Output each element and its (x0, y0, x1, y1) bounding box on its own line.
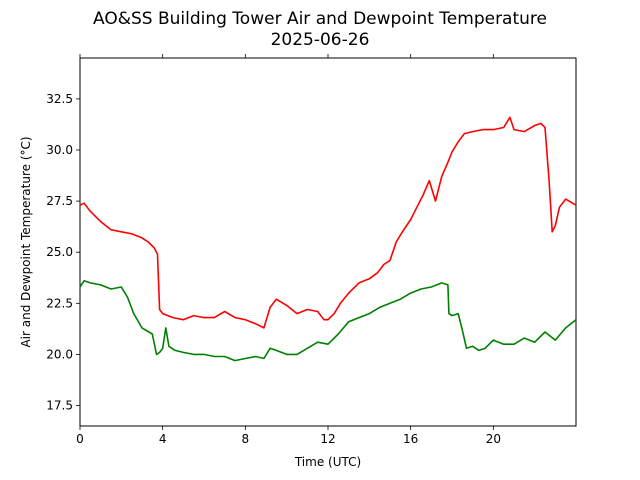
y-tick-label: 20.0 (46, 347, 73, 361)
x-tick-label: 0 (76, 432, 84, 446)
tick-layer: 0 4 8 12 16 20 17.5 20.0 22.5 25.0 27.5 30.0 32.5 (46, 54, 501, 446)
x-tick-label: 16 (403, 432, 418, 446)
series-layer (79, 116, 577, 362)
x-axis-label: Time (UTC) (294, 455, 361, 469)
y-tick-label: 22.5 (46, 296, 73, 310)
plot-frame (79, 57, 577, 427)
y-tick-label: 30.0 (46, 143, 73, 157)
y-tick-label: 25.0 (46, 245, 73, 259)
series-line-2 (79, 279, 577, 362)
y-axis-label: Air and Dewpoint Temperature (°C) (19, 136, 33, 347)
y-tick-label: 17.5 (46, 399, 73, 413)
series-line-1 (79, 116, 577, 329)
x-tick-label: 20 (486, 432, 501, 446)
y-tick-label: 27.5 (46, 194, 73, 208)
x-tick-label: 12 (320, 432, 335, 446)
x-tick-label: 8 (242, 432, 250, 446)
x-tick-label: 4 (159, 432, 167, 446)
chart-title: AO&SS Building Tower Air and Dewpoint Te… (93, 9, 547, 29)
y-tick-label: 32.5 (46, 92, 73, 106)
chart-subtitle: 2025-06-26 (271, 30, 370, 50)
